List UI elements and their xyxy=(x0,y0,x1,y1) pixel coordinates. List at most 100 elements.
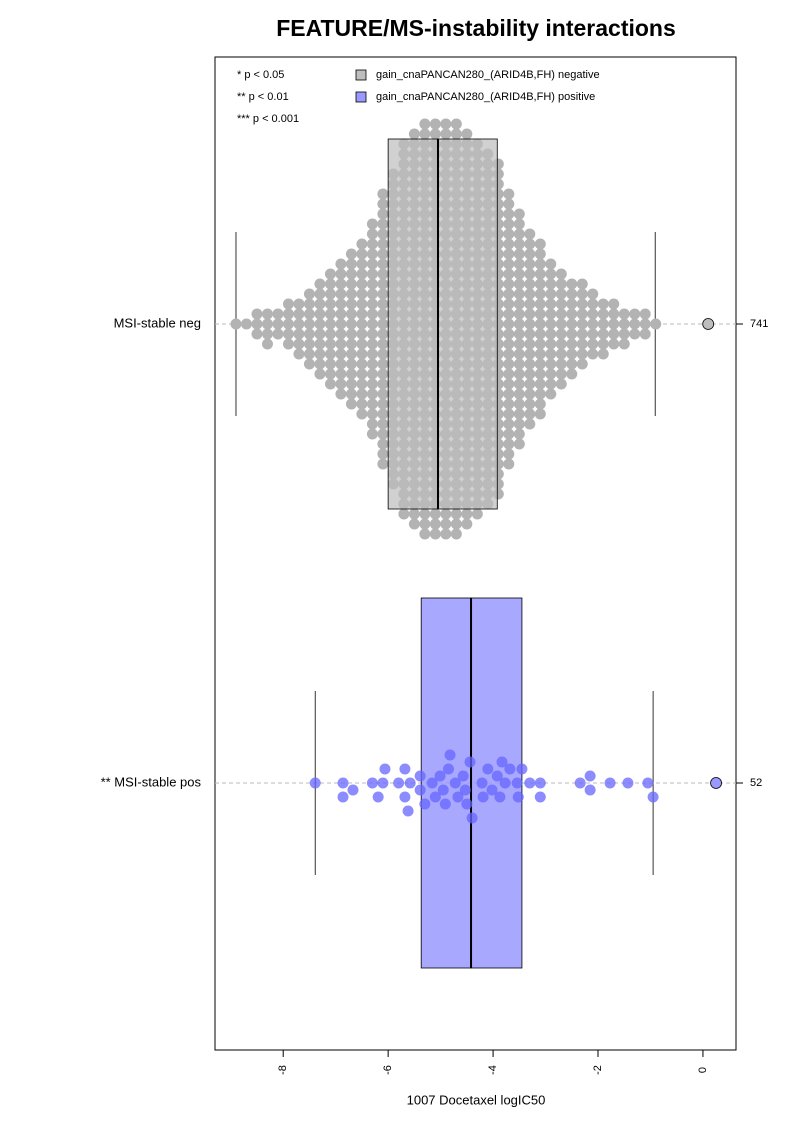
swarm-dot xyxy=(461,508,473,520)
swarm-column xyxy=(566,278,578,380)
point xyxy=(399,791,411,803)
point xyxy=(444,749,456,761)
swarm-dot xyxy=(324,338,336,350)
swarm-column xyxy=(524,228,536,430)
point xyxy=(477,791,489,803)
swarm-column xyxy=(251,308,263,340)
swarm-dot xyxy=(282,308,294,320)
swarm-column xyxy=(639,308,651,340)
swarm-dot xyxy=(429,128,441,140)
swarm-dot xyxy=(335,258,347,270)
swarm-dot xyxy=(282,328,294,340)
swarm-dot xyxy=(324,268,336,280)
swarm-dot xyxy=(398,508,410,520)
swarm-dot xyxy=(524,318,536,330)
swarm-dot xyxy=(545,378,557,390)
swarm-dot xyxy=(366,278,378,290)
point xyxy=(494,791,506,803)
x-axis-label: 1007 Docetaxel logIC50 xyxy=(407,1092,546,1107)
swarm-dot xyxy=(377,188,389,200)
swarm-dot xyxy=(408,518,420,530)
swarm-dot xyxy=(555,318,567,330)
swarm-dot xyxy=(545,328,557,340)
swarm-dot xyxy=(377,438,389,450)
swarm-dot xyxy=(534,258,546,270)
swarm-dot xyxy=(587,288,599,300)
swarm-dot xyxy=(597,338,609,350)
swarm-dot xyxy=(377,358,389,370)
swarm-dot xyxy=(545,298,557,310)
swarm-dot xyxy=(524,258,536,270)
point xyxy=(534,777,546,789)
swarm-dot xyxy=(366,228,378,240)
point xyxy=(574,777,586,789)
swarm-dot xyxy=(461,128,473,140)
swarm-dot xyxy=(261,318,273,330)
swarm-dot xyxy=(366,258,378,270)
point xyxy=(457,770,469,782)
x-tick-label: -6 xyxy=(382,1065,394,1075)
swarm-dot xyxy=(366,348,378,360)
point xyxy=(366,777,378,789)
swarm-dot xyxy=(366,268,378,280)
x-tick-label: -8 xyxy=(277,1065,289,1075)
swarm-dot xyxy=(440,128,452,140)
swarm-dot xyxy=(440,528,452,540)
swarm-dot xyxy=(345,308,357,320)
swarm-dot xyxy=(545,348,557,360)
swarm-dot xyxy=(534,378,546,390)
swarm-dot xyxy=(629,308,641,320)
swarm-dot xyxy=(524,328,536,340)
swarm-dot xyxy=(324,378,336,390)
swarm-dot xyxy=(650,318,662,330)
point xyxy=(426,777,438,789)
swarm-dot xyxy=(366,328,378,340)
swarm-dot xyxy=(566,288,578,300)
swarm-column xyxy=(618,308,630,350)
swarm-dot xyxy=(356,388,368,400)
swarm-dot xyxy=(293,338,305,350)
swarm-dot xyxy=(345,288,357,300)
swarm-dot xyxy=(303,338,315,350)
swarm-dot xyxy=(503,208,515,220)
swarm-dot xyxy=(230,318,242,330)
point xyxy=(337,777,349,789)
swarm-dot xyxy=(366,378,378,390)
swarm-dot xyxy=(345,328,357,340)
swarm-dot xyxy=(513,338,525,350)
swarm-dot xyxy=(576,338,588,350)
point xyxy=(504,763,516,775)
swarm-dot xyxy=(555,268,567,280)
swarm-dot xyxy=(639,308,651,320)
swarm-dot xyxy=(513,408,525,420)
swarm-dot xyxy=(377,298,389,310)
legend-label: gain_cnaPANCAN280_(ARID4B,FH) positive xyxy=(376,91,595,103)
swarm-dot xyxy=(377,368,389,380)
swarm-dot xyxy=(366,368,378,380)
x-tick-label: 0 xyxy=(697,1067,709,1073)
swarm-dot xyxy=(366,408,378,420)
swarm-dot xyxy=(503,268,515,280)
swarm-dot xyxy=(314,308,326,320)
swarm-dot xyxy=(524,268,536,280)
swarm-dot xyxy=(314,318,326,330)
swarm-dot xyxy=(534,248,546,260)
swarm-dot xyxy=(524,388,536,400)
swarm-dot xyxy=(377,318,389,330)
group-count: 52 xyxy=(750,777,762,789)
swarm-dot xyxy=(534,388,546,400)
x-tick-label: -4 xyxy=(487,1065,499,1075)
swarm-dot xyxy=(629,328,641,340)
swarm-dot xyxy=(450,128,462,140)
swarm-dot xyxy=(377,418,389,430)
swarm-dot xyxy=(314,348,326,360)
point xyxy=(511,777,523,789)
legend-swatch xyxy=(355,69,367,81)
swarm-dot xyxy=(503,438,515,450)
swarm-column xyxy=(534,238,546,420)
swarm-column xyxy=(324,268,336,390)
point xyxy=(476,777,488,789)
swarm-dot xyxy=(356,378,368,390)
group-label: ** MSI-stable pos xyxy=(101,774,202,789)
swarm-dot xyxy=(576,278,588,290)
